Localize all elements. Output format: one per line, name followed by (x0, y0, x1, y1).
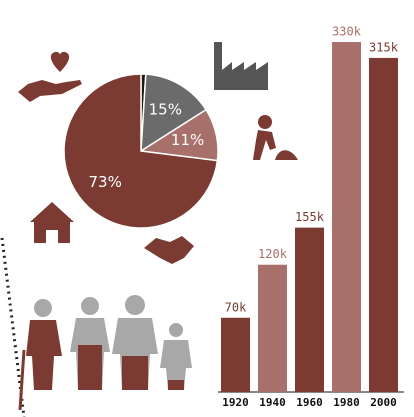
bar (332, 42, 361, 392)
bar-label: 120k (258, 247, 288, 261)
pie-label: 11% (171, 131, 204, 149)
factory-icon (214, 42, 268, 90)
bar-label: 155k (295, 210, 325, 224)
pie-slice (140, 73, 208, 153)
bar-label: 315k (369, 40, 399, 54)
bar-label: 70k (225, 300, 247, 314)
bar-label: 330k (332, 25, 362, 39)
heart-hand-icon (18, 51, 82, 102)
x-tick-label: 2000 (370, 396, 397, 409)
bar (369, 57, 398, 393)
x-tick-label: 1940 (259, 396, 286, 409)
x-tick-label: 1960 (296, 396, 323, 409)
pie-slice (63, 73, 219, 229)
bar (258, 264, 287, 392)
house-icon (30, 202, 74, 243)
x-tick-label: 1980 (333, 396, 360, 409)
pie-label: 15% (149, 100, 182, 118)
x-tick-label: 1920 (222, 396, 249, 409)
bar (221, 317, 250, 392)
people-icon (18, 295, 192, 411)
worker-icon (253, 115, 298, 160)
pie-label: 73% (89, 173, 122, 191)
bar (295, 227, 324, 392)
handshake-icon (144, 236, 194, 264)
